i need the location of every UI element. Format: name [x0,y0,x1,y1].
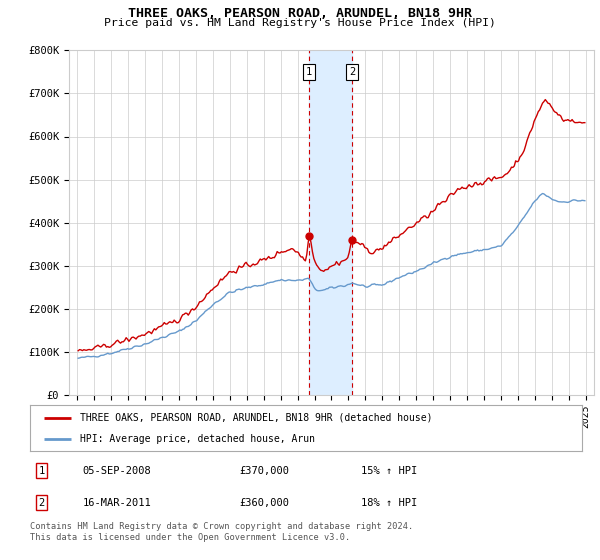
Text: 18% ↑ HPI: 18% ↑ HPI [361,498,418,508]
Text: This data is licensed under the Open Government Licence v3.0.: This data is licensed under the Open Gov… [30,533,350,542]
Text: £370,000: £370,000 [240,466,290,476]
Text: £360,000: £360,000 [240,498,290,508]
Text: 2: 2 [349,67,355,77]
Text: Contains HM Land Registry data © Crown copyright and database right 2024.: Contains HM Land Registry data © Crown c… [30,522,413,531]
Text: 2: 2 [38,498,44,508]
Text: 05-SEP-2008: 05-SEP-2008 [82,466,151,476]
Text: Price paid vs. HM Land Registry's House Price Index (HPI): Price paid vs. HM Land Registry's House … [104,18,496,28]
Text: THREE OAKS, PEARSON ROAD, ARUNDEL, BN18 9HR: THREE OAKS, PEARSON ROAD, ARUNDEL, BN18 … [128,7,472,20]
Bar [309,50,352,395]
Text: THREE OAKS, PEARSON ROAD, ARUNDEL, BN18 9HR (detached house): THREE OAKS, PEARSON ROAD, ARUNDEL, BN18 … [80,413,432,423]
Text: 1: 1 [306,67,312,77]
Text: 15% ↑ HPI: 15% ↑ HPI [361,466,418,476]
Text: 1: 1 [38,466,44,476]
Text: HPI: Average price, detached house, Arun: HPI: Average price, detached house, Arun [80,435,314,444]
Text: 16-MAR-2011: 16-MAR-2011 [82,498,151,508]
